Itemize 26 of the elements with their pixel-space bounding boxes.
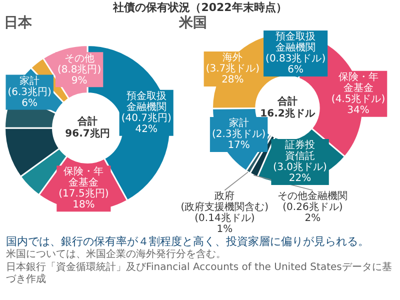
data-label: (17.5兆円) 18% — [58, 188, 109, 211]
slice-label: その他金融機関 — [278, 190, 348, 202]
slice-label: 家計 — [228, 117, 249, 130]
slice-label: 保険・年金基金 — [338, 71, 378, 94]
data-label: (4.5兆ドル) 34% — [331, 93, 386, 116]
data-label: (0.14兆ドル) 1% — [194, 212, 255, 235]
slice-label: 保険・年金基金 — [64, 166, 104, 189]
data-label: (3.0兆ドル) 22% — [273, 161, 327, 184]
data-label: (40.7兆円) 42% — [121, 112, 172, 135]
text: 合計 16.2兆ドル — [260, 96, 316, 120]
slice-label: 政府(政府支援機関含む) — [180, 190, 269, 213]
text: 合計 96.7兆円 — [65, 116, 110, 140]
text: 米国については、米国企業の海外発行分を含む。 — [5, 249, 227, 261]
data-label: (3.7兆ドル) 28% — [206, 62, 260, 86]
slice-label: 海外 — [222, 52, 243, 64]
slice-label: 証券投資信託 — [285, 139, 316, 162]
slice-label: 預金取扱金融機関 — [126, 90, 166, 113]
chart-subtitle: 日本 — [4, 14, 32, 32]
text: 国内では、銀行の保有率が４割程度と高く、投資家層に偏りが見られる。 — [5, 235, 370, 248]
text: 社債の保有状況（2022年末時点） — [112, 0, 288, 14]
data-label: (0.26兆ドル) 2% — [282, 200, 343, 224]
data-label: (0.83兆ドル) 6% — [266, 52, 326, 76]
text: 日本銀行「資金循環統計」及びFinancial Accounts of the United Statesデータに基づき作成 — [5, 262, 393, 286]
chart-subtitle: 米国 — [179, 14, 207, 32]
data-label: (2.3兆ドル) 17% — [212, 128, 266, 152]
slice-label: 預金取扱金融機関 — [276, 30, 316, 54]
